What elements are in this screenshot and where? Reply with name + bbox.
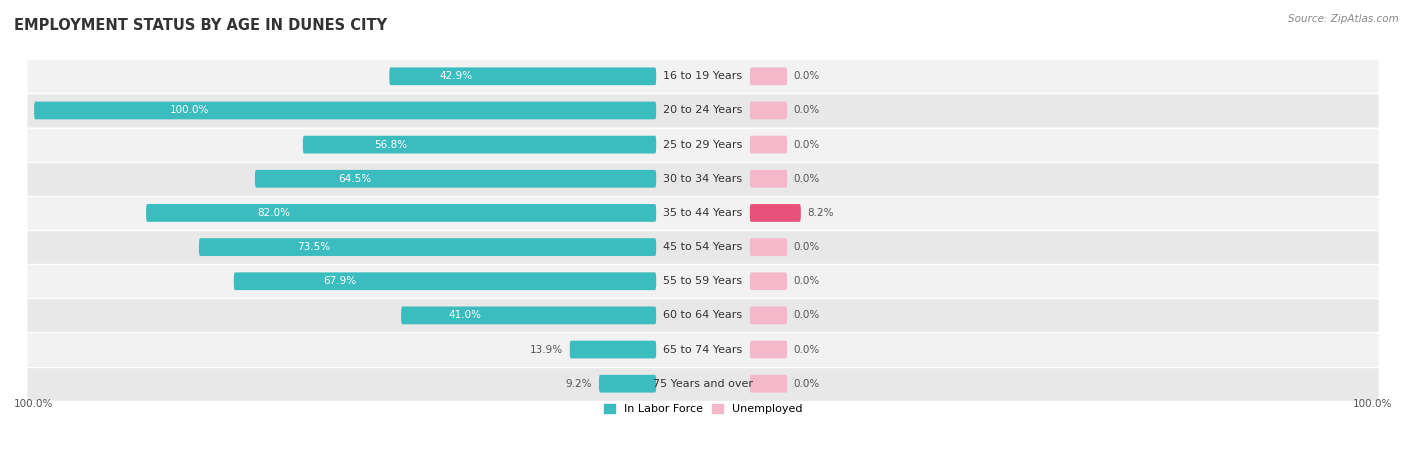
FancyBboxPatch shape — [302, 136, 657, 153]
Text: 100.0%: 100.0% — [170, 106, 209, 115]
Text: 20 to 24 Years: 20 to 24 Years — [664, 106, 742, 115]
Text: 100.0%: 100.0% — [14, 399, 53, 409]
Text: 0.0%: 0.0% — [794, 345, 820, 354]
FancyBboxPatch shape — [28, 230, 1378, 264]
FancyBboxPatch shape — [28, 59, 1378, 93]
FancyBboxPatch shape — [233, 272, 657, 290]
FancyBboxPatch shape — [28, 162, 1378, 196]
Text: 0.0%: 0.0% — [794, 310, 820, 320]
Text: 25 to 29 Years: 25 to 29 Years — [664, 140, 742, 150]
Text: 9.2%: 9.2% — [565, 379, 592, 389]
FancyBboxPatch shape — [28, 196, 1378, 230]
FancyBboxPatch shape — [599, 375, 657, 392]
FancyBboxPatch shape — [749, 101, 787, 120]
FancyBboxPatch shape — [28, 93, 1378, 128]
Text: 16 to 19 Years: 16 to 19 Years — [664, 71, 742, 81]
FancyBboxPatch shape — [200, 238, 657, 256]
Text: 0.0%: 0.0% — [794, 71, 820, 81]
FancyBboxPatch shape — [146, 204, 657, 222]
Text: 0.0%: 0.0% — [794, 140, 820, 150]
Text: 35 to 44 Years: 35 to 44 Years — [664, 208, 742, 218]
Text: 73.5%: 73.5% — [297, 242, 330, 252]
FancyBboxPatch shape — [401, 307, 657, 324]
Text: 0.0%: 0.0% — [794, 106, 820, 115]
Text: 60 to 64 Years: 60 to 64 Years — [664, 310, 742, 320]
FancyBboxPatch shape — [389, 68, 657, 85]
Text: 45 to 54 Years: 45 to 54 Years — [664, 242, 742, 252]
FancyBboxPatch shape — [28, 128, 1378, 162]
Text: 82.0%: 82.0% — [257, 208, 290, 218]
Text: 0.0%: 0.0% — [794, 174, 820, 184]
Legend: In Labor Force, Unemployed: In Labor Force, Unemployed — [603, 404, 803, 414]
Text: 56.8%: 56.8% — [374, 140, 408, 150]
Text: 41.0%: 41.0% — [449, 310, 481, 320]
FancyBboxPatch shape — [749, 307, 787, 324]
FancyBboxPatch shape — [28, 264, 1378, 298]
Text: 13.9%: 13.9% — [530, 345, 562, 354]
FancyBboxPatch shape — [749, 341, 787, 359]
Text: Source: ZipAtlas.com: Source: ZipAtlas.com — [1288, 14, 1399, 23]
Text: 65 to 74 Years: 65 to 74 Years — [664, 345, 742, 354]
FancyBboxPatch shape — [34, 101, 657, 120]
Text: 64.5%: 64.5% — [339, 174, 371, 184]
FancyBboxPatch shape — [749, 68, 787, 85]
Text: 55 to 59 Years: 55 to 59 Years — [664, 276, 742, 286]
Text: 67.9%: 67.9% — [323, 276, 356, 286]
Text: 0.0%: 0.0% — [794, 242, 820, 252]
FancyBboxPatch shape — [569, 341, 657, 359]
FancyBboxPatch shape — [749, 272, 787, 290]
FancyBboxPatch shape — [749, 204, 801, 222]
Text: 75 Years and over: 75 Years and over — [652, 379, 754, 389]
FancyBboxPatch shape — [749, 170, 787, 188]
Text: 0.0%: 0.0% — [794, 379, 820, 389]
FancyBboxPatch shape — [254, 170, 657, 188]
Text: EMPLOYMENT STATUS BY AGE IN DUNES CITY: EMPLOYMENT STATUS BY AGE IN DUNES CITY — [14, 18, 387, 33]
Text: 30 to 34 Years: 30 to 34 Years — [664, 174, 742, 184]
FancyBboxPatch shape — [28, 332, 1378, 367]
FancyBboxPatch shape — [749, 238, 787, 256]
FancyBboxPatch shape — [749, 136, 787, 153]
FancyBboxPatch shape — [749, 375, 787, 392]
FancyBboxPatch shape — [28, 367, 1378, 401]
Text: 42.9%: 42.9% — [440, 71, 472, 81]
Text: 8.2%: 8.2% — [807, 208, 834, 218]
Text: 100.0%: 100.0% — [1353, 399, 1392, 409]
FancyBboxPatch shape — [28, 298, 1378, 332]
Text: 0.0%: 0.0% — [794, 276, 820, 286]
